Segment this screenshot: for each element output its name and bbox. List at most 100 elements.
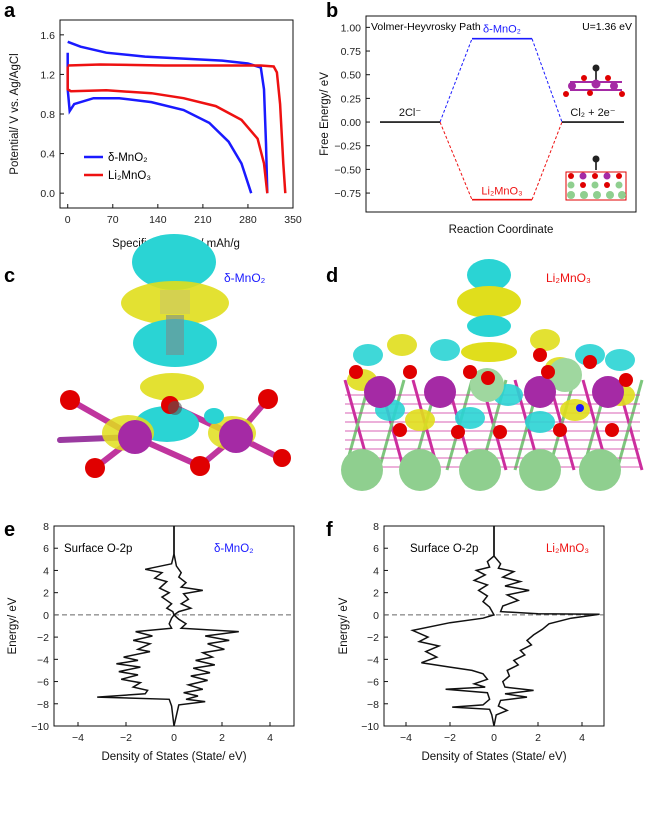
b-ytick-label: 0.25 <box>341 93 362 105</box>
b-connector-blue <box>439 38 473 123</box>
panel-e-ylabel: Energy/ eV <box>7 597 19 654</box>
o-atom <box>258 389 278 409</box>
panel-b-annotation: U=1.36 eV <box>582 21 632 33</box>
f-ytick-label: −8 <box>367 699 379 711</box>
panel-letter-c: c <box>4 265 15 287</box>
o-atom <box>393 423 407 437</box>
panel-f-dos-li2mno3: −4 −2 0 2 4 −10 −8 −6 −4 −2 0 2 4 6 8 Surface O-2p Li₂… <box>338 521 605 763</box>
e-ytick-label: −6 <box>37 677 49 689</box>
o-atom <box>85 458 105 478</box>
panel-letter-d: d <box>326 265 338 287</box>
panel-b-title: Volmer-Heyvrosky Path <box>371 21 481 33</box>
e-ytick-label: 4 <box>43 565 49 577</box>
e-ytick-label: 6 <box>43 543 49 555</box>
legend-label-dmno2: δ-MnO₂ <box>108 152 148 164</box>
panel-b-free-energy: Volmer-Heyvrosky Path U=1.36 eV −0.75 −0.… <box>319 15 637 236</box>
panel-e-title: Surface O-2p <box>64 543 132 555</box>
b-ytick-label: −0.25 <box>334 141 361 153</box>
b-ytick-label: 0.50 <box>341 70 362 82</box>
panel-letter-a: a <box>4 0 16 22</box>
d-lobe-cyan <box>467 315 511 337</box>
f-ytick-label: −4 <box>367 654 379 666</box>
a-ytick-label: 0.8 <box>40 109 55 121</box>
e-ytick-label: −8 <box>37 699 49 711</box>
e-xtick-label: −4 <box>72 732 84 744</box>
li-atom <box>470 368 504 402</box>
e-ytick-label: 2 <box>43 588 49 600</box>
panel-a-frame <box>59 19 294 209</box>
f-xtick-label: −4 <box>400 732 412 744</box>
d-lobe <box>353 344 383 366</box>
f-ytick-label: 6 <box>373 543 379 555</box>
o-atom <box>619 373 633 387</box>
o-atom <box>349 365 363 379</box>
li2mno3-adsorption-model <box>565 155 627 201</box>
e-xtick-label: −2 <box>120 732 132 744</box>
d-lobe <box>387 334 417 356</box>
e-ytick-label: −2 <box>37 632 49 644</box>
e-dos-down-line <box>97 526 175 727</box>
panel-d-label: Li₂MnO₃ <box>546 271 591 285</box>
o-atom <box>451 425 465 439</box>
d-lobe-cyan <box>467 259 511 291</box>
d-lobe <box>430 339 460 361</box>
d-lobe-yellow <box>461 342 517 362</box>
mn-atom <box>424 376 456 408</box>
d-lobe <box>455 407 485 429</box>
o-atom <box>493 425 507 439</box>
li-atom <box>341 449 383 491</box>
panel-f-xlabel: Density of States (State/ eV) <box>421 751 566 763</box>
f-dos-down-line <box>410 526 496 727</box>
b-ytick-label: −0.75 <box>334 188 361 200</box>
a-series-discharge-line <box>66 66 269 194</box>
mn-atom <box>219 419 253 453</box>
b-connector-red <box>439 121 473 200</box>
a-series-discharge-line <box>66 52 253 194</box>
f-ytick-label: −10 <box>361 721 379 733</box>
b-ytick-label: −0.50 <box>334 164 361 176</box>
o-atom <box>533 348 547 362</box>
mn-atom <box>592 376 624 408</box>
f-dos-up-line <box>493 526 600 727</box>
d-lobe-yellow <box>457 286 521 318</box>
panel-f-label: Li₂MnO₃ <box>546 543 589 555</box>
o-atom <box>583 355 597 369</box>
e-xtick-label: 2 <box>219 732 225 744</box>
li-atom <box>519 449 561 491</box>
o-atom <box>481 371 495 385</box>
e-ytick-label: 0 <box>43 610 49 622</box>
o-atom <box>605 423 619 437</box>
mn-atom <box>118 420 152 454</box>
o-atom <box>463 365 477 379</box>
o-atom <box>403 365 417 379</box>
b-ytick-label: 0.75 <box>341 46 362 58</box>
d-lobe <box>530 329 560 351</box>
a-ytick-label: 1.2 <box>40 69 55 81</box>
d-point <box>576 404 584 412</box>
o-atom <box>273 449 291 467</box>
f-ytick-label: −2 <box>367 632 379 644</box>
b-level-label: δ-MnO₂ <box>483 24 521 36</box>
e-dos-up-line <box>172 526 239 727</box>
panel-e-label: δ-MnO₂ <box>214 543 254 555</box>
panel-e-xlabel: Density of States (State/ eV) <box>101 751 246 763</box>
panel-c-label: δ-MnO₂ <box>224 271 266 285</box>
legend-label-li2mno3: Li₂MnO₃ <box>108 170 151 182</box>
d-lobe <box>405 409 435 431</box>
panel-d-charge-density: Li₂MnO₃ <box>341 259 644 491</box>
o-atom <box>190 456 210 476</box>
b-ytick-label: 0.00 <box>341 117 362 129</box>
d-lobe <box>525 411 555 433</box>
li-atom <box>579 449 621 491</box>
a-xtick-label: 140 <box>149 214 167 226</box>
a-ytick-label: 1.6 <box>40 30 55 42</box>
f-ytick-label: 2 <box>373 588 379 600</box>
f-xtick-label: 0 <box>491 732 497 744</box>
f-ytick-label: 0 <box>373 610 379 622</box>
charge-lobe-cyan-top <box>132 234 216 290</box>
o-atom <box>553 423 567 437</box>
panel-a-legend: δ-MnO₂ Li₂MnO₃ <box>84 152 151 182</box>
panel-b-frame <box>365 15 637 213</box>
